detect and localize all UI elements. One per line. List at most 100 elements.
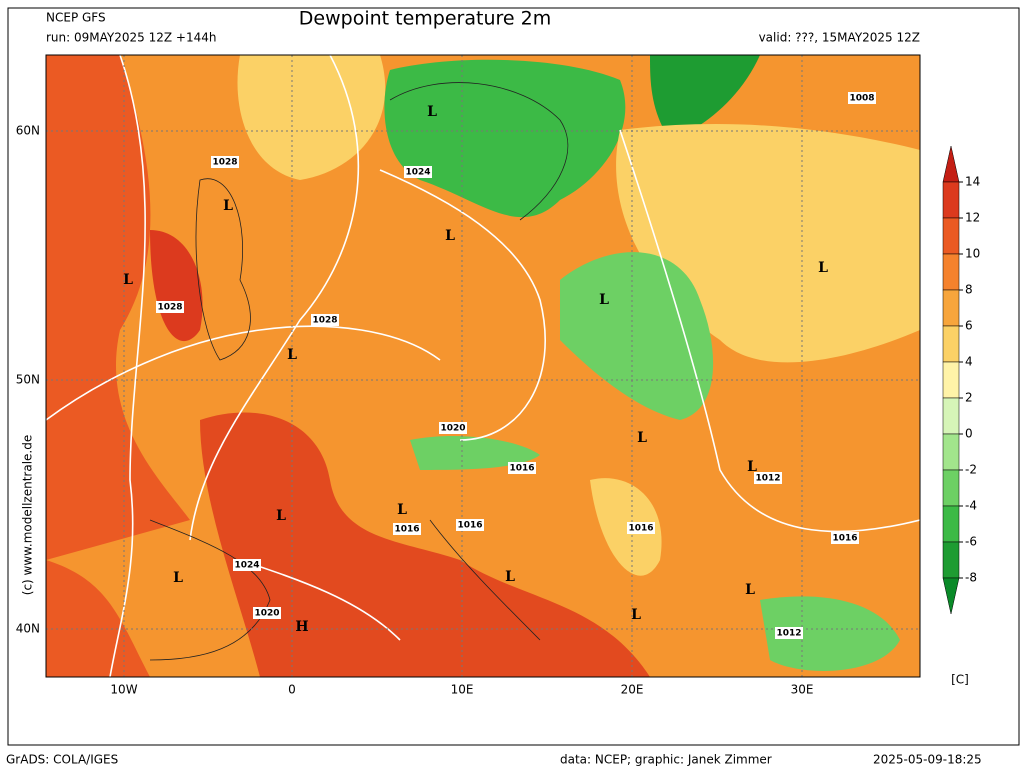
colorbar-tick-label: 6 [965, 319, 973, 333]
pressure-label: 1016 [457, 521, 482, 531]
pressure-label-bg [253, 607, 281, 619]
pressure-center: L [287, 347, 297, 363]
lon-label: 0 [288, 683, 296, 697]
colorbar-segment [942, 325, 960, 363]
colorbar-tick-label: 10 [965, 247, 980, 261]
graticule [46, 55, 920, 677]
pressure-label: 1028 [157, 303, 182, 313]
pressure-label-bg [627, 522, 655, 534]
pressure-center: L [818, 260, 828, 276]
pressure-label-bg [404, 166, 432, 178]
footer-timestamp: 2025-05-09-18:25 [873, 753, 982, 767]
colorbar-tick-label: -4 [965, 499, 977, 513]
field-turkey [760, 596, 900, 671]
pressure-label-bg [456, 519, 484, 531]
colorbar-unit: [C] [951, 673, 969, 687]
pressure-center: L [223, 198, 233, 214]
pressure-center: L [745, 582, 755, 598]
colorbar-segment [942, 217, 960, 255]
colorbar-tick-label: 12 [965, 211, 980, 225]
field-iberia-west [46, 560, 150, 677]
lon-label: 20E [621, 683, 644, 697]
colorbar-segment [942, 397, 960, 435]
footer-software: GrADS: COLA/IGES [6, 753, 118, 767]
map-frame [45, 54, 921, 678]
colorbar-segment [942, 433, 960, 471]
map-title: Dewpoint temperature 2m [299, 8, 551, 30]
colorbar-arrow-top [942, 145, 960, 183]
field-finland [650, 55, 760, 140]
pressure-center: L [123, 272, 133, 288]
colorbar-tick-label: 2 [965, 391, 973, 405]
colorbar-segment [942, 361, 960, 399]
pressure-label: 1028 [212, 158, 237, 168]
pressure-label: 1016 [509, 464, 534, 474]
pressure-center: L [599, 292, 609, 308]
isobars [46, 55, 920, 677]
colorbar-segment [942, 469, 960, 507]
pressure-center: L [631, 607, 641, 623]
colorbar-segment [942, 181, 960, 219]
pressure-label-bg [439, 422, 467, 434]
lon-label: 30E [791, 683, 814, 697]
pressure-label: 1012 [776, 629, 801, 639]
map-field [46, 55, 920, 677]
pressure-label-bg [848, 92, 876, 104]
pressure-center: H [295, 619, 308, 635]
pressure-center: L [427, 104, 437, 120]
colorbar-segment [942, 505, 960, 543]
pressure-label-bg [211, 156, 239, 168]
lon-label: 10E [451, 683, 474, 697]
lat-label: 60N [16, 124, 40, 138]
colorbar-tick-label: 8 [965, 283, 973, 297]
pressure-label: 1008 [849, 94, 874, 104]
colorbar-tick-label: 0 [965, 427, 973, 441]
pressure-center: L [747, 459, 757, 475]
pressure-center: L [505, 569, 515, 585]
pressure-label-bg [311, 314, 339, 326]
lat-label: 40N [16, 622, 40, 636]
credit: (c) www.modellzentrale.de [21, 435, 35, 595]
pressure-label: 1016 [394, 525, 419, 535]
pressure-label: 1020 [254, 609, 279, 619]
colorbar-segment [942, 253, 960, 291]
field-alps [410, 435, 540, 470]
colorbar-tick-label: -6 [965, 535, 977, 549]
field-poland [560, 252, 714, 420]
outer-border [7, 7, 1020, 746]
lat-label: 50N [16, 373, 40, 387]
pressure-label: 1016 [832, 534, 857, 544]
colorbar-segment [942, 289, 960, 327]
valid-time: valid: ???, 15MAY2025 12Z [759, 31, 920, 45]
field-atlantic [46, 55, 190, 560]
lon-label: 10W [110, 683, 137, 697]
field-mediterranean [200, 412, 650, 677]
field-scandinavia [384, 59, 626, 218]
pressure-label: 1012 [755, 474, 780, 484]
pressure-label: 1016 [628, 524, 653, 534]
colorbar-tick-label: -2 [965, 463, 977, 477]
model-name: NCEP GFS [46, 11, 106, 25]
pressure-center: L [637, 430, 647, 446]
pressure-label: 1028 [312, 316, 337, 326]
colorbar-tick-label: 4 [965, 355, 973, 369]
pressure-label: 1024 [234, 561, 259, 571]
pressure-label-bg [233, 559, 261, 571]
colorbar-tick-label: 14 [965, 175, 980, 189]
pressure-label: 1024 [405, 168, 430, 178]
footer-source: data: NCEP; graphic: Janek Zimmer [560, 753, 772, 767]
colorbar-segment [942, 541, 960, 579]
field-balkans [590, 478, 662, 576]
pressure-center: L [276, 508, 286, 524]
run-info: run: 09MAY2025 12Z +144h [46, 31, 216, 45]
pressure-label-bg [775, 627, 803, 639]
field-north-sea [237, 55, 386, 180]
pressure-label: 1020 [440, 424, 465, 434]
pressure-label-bg [754, 472, 782, 484]
colorbar-arrow-bottom [942, 577, 960, 615]
pressure-label-bg [393, 523, 421, 535]
field-ireland [150, 230, 203, 342]
pressure-label-bg [156, 301, 184, 313]
